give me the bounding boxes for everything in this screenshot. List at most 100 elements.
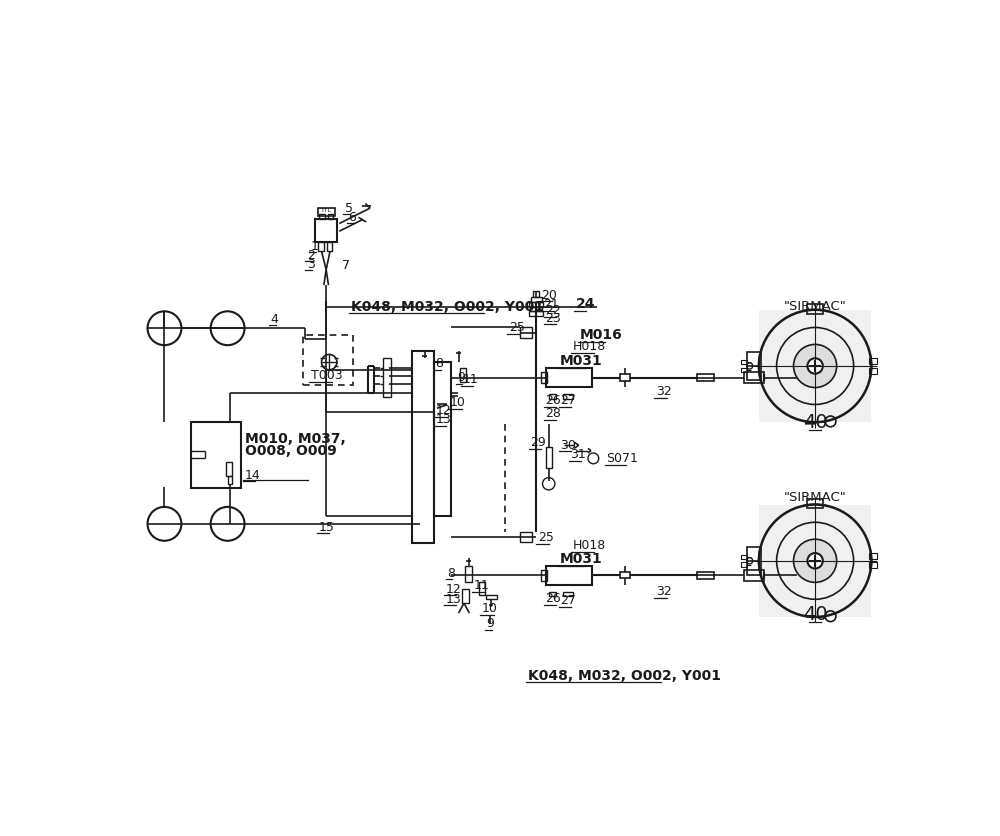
Bar — [462, 589, 469, 603]
Bar — [541, 372, 547, 383]
Text: 27: 27 — [560, 594, 576, 607]
Text: 40: 40 — [803, 413, 827, 431]
Text: 8: 8 — [447, 567, 455, 579]
Bar — [226, 462, 232, 476]
Text: 27: 27 — [560, 394, 576, 407]
Bar — [479, 582, 485, 595]
Text: 26: 26 — [546, 394, 561, 407]
Text: 14: 14 — [245, 469, 260, 482]
Text: 23: 23 — [546, 312, 561, 324]
Text: T003: T003 — [311, 370, 342, 383]
Text: 13: 13 — [436, 413, 451, 426]
Text: 25: 25 — [538, 531, 554, 544]
Bar — [741, 359, 747, 364]
Bar — [741, 563, 747, 567]
Text: TTL: TTL — [321, 208, 332, 213]
Text: 9: 9 — [457, 371, 465, 384]
Bar — [533, 291, 539, 298]
Circle shape — [794, 344, 837, 388]
Text: 8: 8 — [436, 357, 444, 370]
Text: M031: M031 — [560, 354, 603, 368]
Bar — [434, 362, 451, 516]
Text: 40: 40 — [803, 605, 827, 624]
Text: 21: 21 — [543, 298, 559, 311]
Text: 6: 6 — [348, 211, 356, 224]
Bar — [563, 395, 573, 399]
Text: 32: 32 — [656, 385, 671, 398]
Bar — [328, 214, 333, 219]
Bar — [318, 208, 335, 216]
Bar — [319, 214, 325, 219]
Text: K048, M032, O002, Y001: K048, M032, O002, Y001 — [528, 670, 721, 683]
Bar — [531, 297, 542, 302]
Text: K048, M032, O002, Y001: K048, M032, O002, Y001 — [351, 299, 544, 314]
Circle shape — [807, 359, 823, 374]
Bar — [315, 219, 337, 242]
Bar — [563, 592, 573, 596]
Bar — [744, 372, 764, 383]
Bar — [520, 532, 532, 543]
Bar — [747, 547, 761, 574]
Bar — [327, 242, 332, 252]
Bar — [529, 302, 543, 307]
Text: 12: 12 — [436, 404, 451, 417]
Text: 1: 1 — [311, 240, 319, 253]
Text: M010, M037,: M010, M037, — [245, 432, 345, 446]
Text: 30: 30 — [560, 439, 576, 451]
Text: 13: 13 — [446, 593, 461, 606]
Bar — [747, 352, 761, 380]
Bar — [759, 310, 871, 422]
Bar — [697, 572, 714, 579]
Text: 10: 10 — [482, 602, 498, 615]
Bar — [869, 359, 877, 364]
Text: 2: 2 — [307, 249, 315, 263]
Bar — [460, 369, 466, 382]
Bar — [807, 304, 823, 314]
Bar — [869, 553, 877, 559]
Text: 5: 5 — [345, 201, 353, 215]
Text: O008, O009: O008, O009 — [245, 444, 336, 457]
Bar — [869, 368, 877, 374]
Text: 26: 26 — [546, 592, 561, 605]
Bar — [465, 566, 472, 582]
Bar — [191, 422, 241, 487]
Bar — [529, 311, 543, 316]
Bar — [620, 375, 630, 380]
Bar — [869, 563, 877, 568]
Text: 25: 25 — [509, 321, 525, 334]
Text: "SIRMAC": "SIRMAC" — [784, 491, 846, 504]
Text: 3: 3 — [307, 257, 315, 271]
Text: 28: 28 — [546, 407, 561, 421]
Text: 12: 12 — [446, 583, 461, 596]
Text: 7: 7 — [342, 259, 350, 273]
Bar — [549, 395, 556, 399]
Circle shape — [794, 539, 837, 583]
Bar — [486, 594, 497, 599]
Text: 29: 29 — [530, 436, 546, 450]
Bar — [303, 335, 353, 385]
Text: 15: 15 — [318, 521, 334, 534]
Bar — [541, 570, 547, 581]
Bar — [228, 476, 232, 484]
Text: 4: 4 — [271, 314, 279, 326]
Circle shape — [807, 553, 823, 568]
Bar — [741, 554, 747, 559]
Bar — [546, 446, 552, 468]
Text: 20: 20 — [541, 288, 557, 302]
Text: 24: 24 — [576, 298, 595, 311]
Bar — [620, 573, 630, 579]
Text: H018: H018 — [573, 340, 606, 354]
Bar — [412, 350, 434, 543]
Bar — [546, 566, 592, 584]
Text: 32: 32 — [656, 585, 671, 598]
Bar — [741, 368, 747, 372]
Text: 31: 31 — [570, 448, 586, 461]
Bar — [759, 505, 871, 617]
Bar — [807, 499, 823, 508]
Text: 11: 11 — [462, 374, 478, 386]
Bar — [318, 242, 324, 252]
Text: 22: 22 — [546, 304, 561, 317]
Bar — [383, 359, 391, 397]
Text: S071: S071 — [606, 452, 638, 465]
Bar — [520, 328, 532, 339]
